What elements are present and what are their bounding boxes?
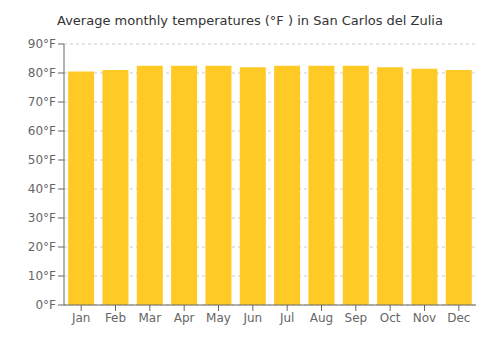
svg-text:Mar: Mar <box>139 311 162 325</box>
svg-text:Dec: Dec <box>447 311 470 325</box>
svg-text:0°F: 0°F <box>35 298 56 312</box>
svg-text:70°F: 70°F <box>28 95 56 109</box>
svg-text:Oct: Oct <box>380 311 401 325</box>
svg-text:10°F: 10°F <box>28 269 56 283</box>
svg-text:60°F: 60°F <box>28 124 56 138</box>
svg-text:Apr: Apr <box>174 311 195 325</box>
svg-text:50°F: 50°F <box>28 153 56 167</box>
svg-text:20°F: 20°F <box>28 240 56 254</box>
svg-text:Jun: Jun <box>242 311 262 325</box>
svg-text:Jan: Jan <box>71 311 91 325</box>
svg-text:Nov: Nov <box>413 311 436 325</box>
svg-text:40°F: 40°F <box>28 182 56 196</box>
html-text:Average monthly temperatures (: Average monthly temperatures (°F ) in Sa… <box>57 13 443 28</box>
svg-text:30°F: 30°F <box>28 211 56 225</box>
svg-text:Aug: Aug <box>310 311 333 325</box>
svg-text:90°F: 90°F <box>28 37 56 51</box>
svg-text:Feb: Feb <box>105 311 126 325</box>
svg-text:80°F: 80°F <box>28 66 56 80</box>
svg-text:Jul: Jul <box>279 311 294 325</box>
svg-text:Sep: Sep <box>345 311 368 325</box>
svg-text:May: May <box>206 311 231 325</box>
